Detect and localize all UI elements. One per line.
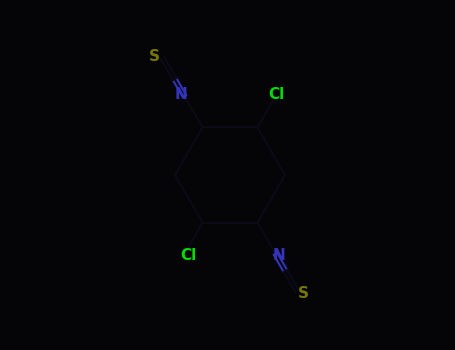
- Text: S: S: [298, 286, 309, 301]
- Text: S: S: [149, 49, 160, 64]
- Text: Cl: Cl: [180, 248, 196, 263]
- Text: N: N: [174, 87, 187, 102]
- Text: Cl: Cl: [268, 87, 284, 102]
- Text: N: N: [273, 248, 286, 263]
